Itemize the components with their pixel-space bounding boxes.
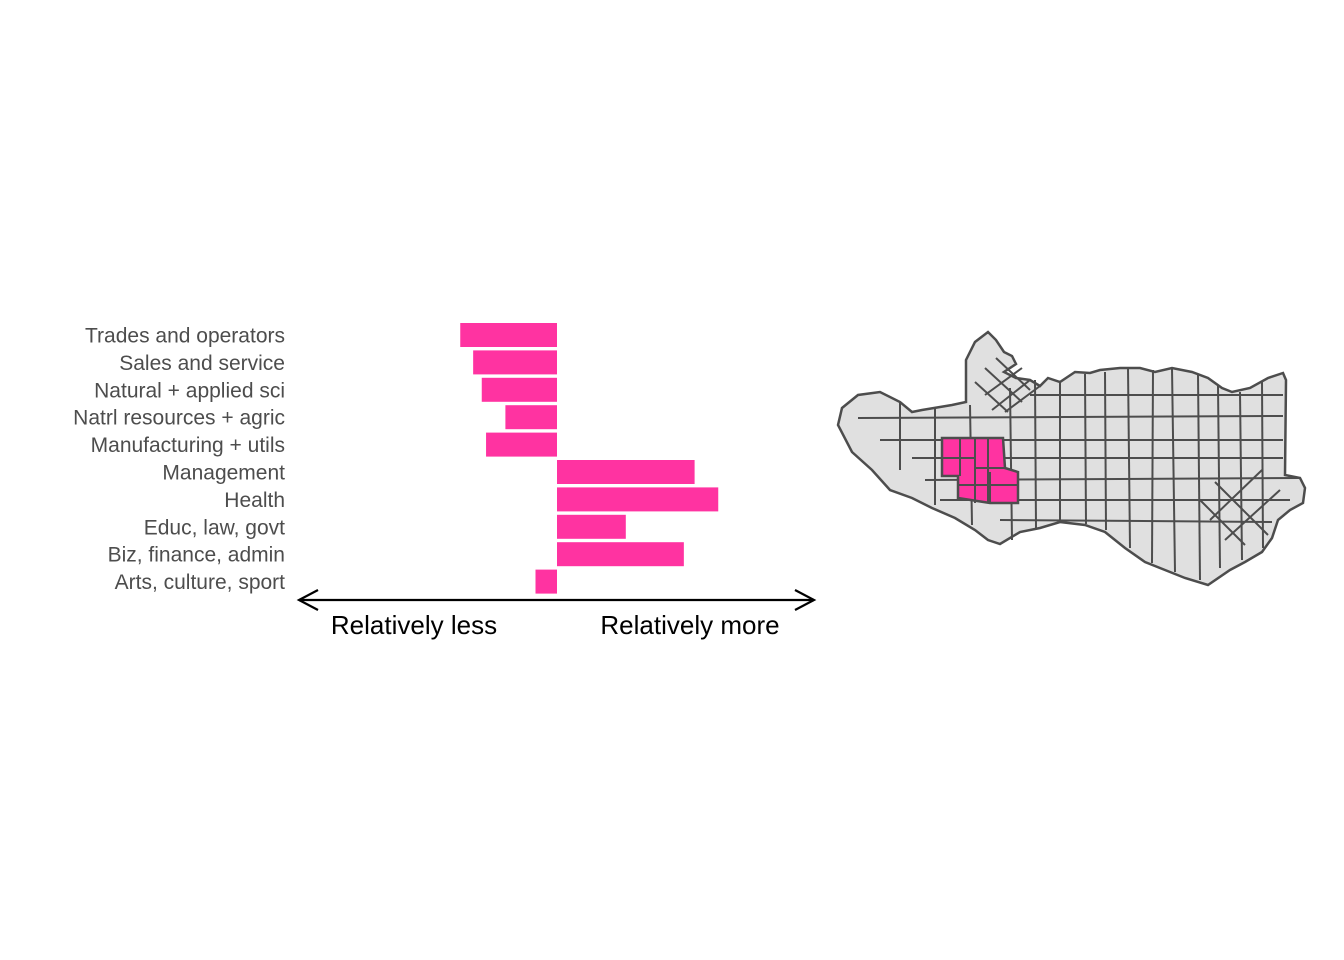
highlight-inner-boundaries [942,438,1018,503]
neighbourhood-boundary [984,367,1023,403]
category-label: Sales and service [119,352,285,375]
neighbourhood-boundary [1151,369,1154,564]
category-label: Biz, finance, admin [108,544,285,567]
bar-management [557,460,695,484]
bar-health [557,487,719,512]
neighbourhood-boundary [1261,381,1264,549]
map-neighbourhood-boundaries [857,357,1301,581]
neighbourhood-boundary [1214,481,1269,536]
bar-sales-and-service [473,350,557,375]
neighbourhood-boundary [1084,373,1087,525]
neighbourhood-boundary [1171,367,1176,573]
bar-manufacturing-utils [486,432,557,457]
neighbourhood-boundary [1004,385,1041,413]
arrow-head-left [296,589,319,611]
category-label: Natural + applied sci [94,379,285,402]
neighbourhood-boundary [1224,489,1281,541]
neighbourhood-boundary [999,519,1273,523]
category-label: Educ, law, govt [144,516,285,539]
neighbourhood-boundary [1009,387,1013,541]
neighbourhood-boundary [857,415,1284,419]
bar-natrl-resources-agric [505,405,557,430]
neighbourhood-boundary [974,381,1009,413]
category-label: Arts, culture, sport [115,571,286,594]
neighbourhood-boundary [991,379,1031,411]
arrow-head-right [794,589,817,611]
category-label: Health [224,489,285,512]
map-highlight-region [940,436,1020,505]
bar-arts-culture-sport [535,569,557,594]
neighbourhood-boundary [1034,379,1037,529]
category-label: Trades and operators [85,325,285,348]
neighbourhood-boundary [984,367,1023,396]
vancouver-map [836,330,1307,587]
neighbourhood-boundary [1209,469,1263,521]
neighbourhood-boundary [1199,499,1246,546]
bar-trades-and-operators [460,323,557,347]
bar-biz-finance-admin [557,542,684,567]
neighbourhood-boundary [1239,391,1243,561]
category-label: Manufacturing + utils [91,434,285,457]
label-relatively-more: Relatively more [600,610,779,640]
bar-educ-law-govt [557,514,626,539]
category-label: Natrl resources + agric [73,407,285,430]
category-label: Management [162,462,285,485]
neighbourhood-boundary [1197,373,1201,581]
label-relatively-less: Relatively less [331,610,497,640]
bar-natural-applied-sci [481,377,557,402]
relative-axis-arrow [296,589,817,611]
neighbourhood-boundary [1104,371,1107,531]
category-labels: Trades and operators Sales and service Nat… [73,325,285,595]
bars [460,323,719,594]
